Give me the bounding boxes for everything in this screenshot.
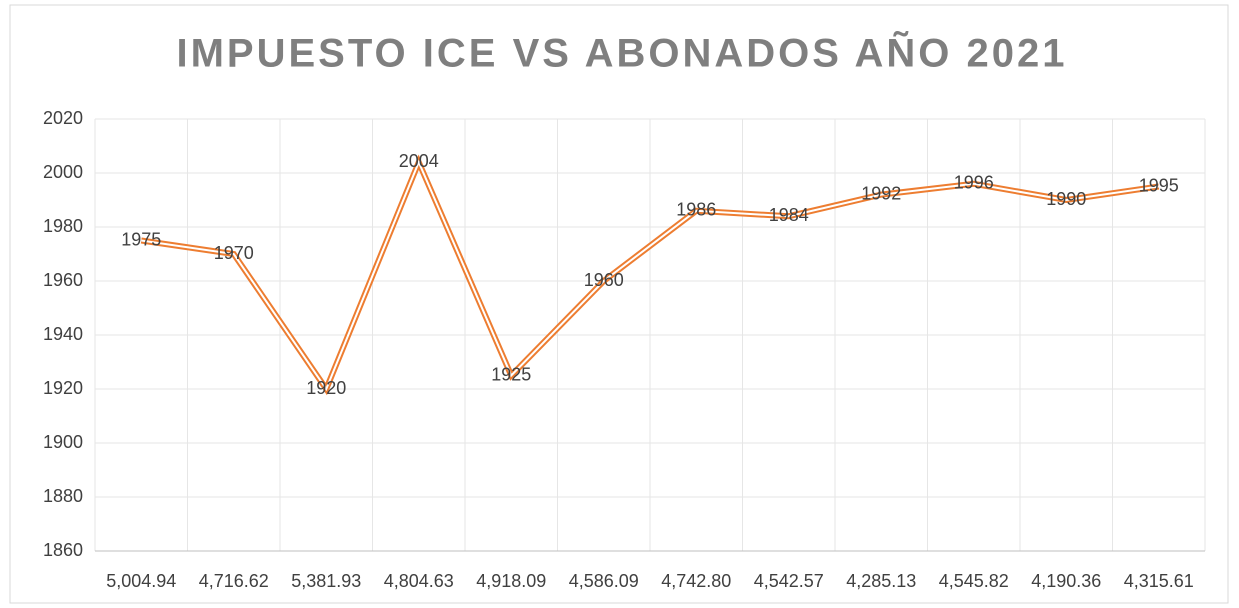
data-label: 1996	[954, 173, 994, 193]
data-label: 1992	[861, 183, 901, 203]
y-tick-label: 1940	[43, 324, 83, 344]
y-tick-label: 1980	[43, 216, 83, 236]
data-label: 1986	[676, 200, 716, 220]
chart-border	[9, 4, 1229, 604]
x-tick-label: 4,586.09	[569, 571, 639, 591]
line-inner	[141, 159, 1159, 392]
data-label: 1995	[1139, 175, 1179, 195]
data-label: 1925	[491, 364, 531, 384]
data-label: 1990	[1046, 189, 1086, 209]
y-tick-label: 1960	[43, 270, 83, 290]
data-label: 1970	[214, 243, 254, 263]
x-tick-label: 4,190.36	[1031, 571, 1101, 591]
data-label: 1984	[769, 205, 809, 225]
y-tick-label: 2020	[43, 108, 83, 128]
data-label: 1960	[584, 270, 624, 290]
x-tick-label: 4,804.63	[384, 571, 454, 591]
x-tick-label: 4,315.61	[1124, 571, 1194, 591]
y-tick-label: 1880	[43, 486, 83, 506]
y-tick-label: 1920	[43, 378, 83, 398]
x-tick-label: 5,381.93	[291, 571, 361, 591]
x-tick-label: 4,545.82	[939, 571, 1009, 591]
chart-title: IMPUESTO ICE VS ABONADOS AÑO 2021	[176, 30, 1067, 76]
data-label: 1975	[121, 229, 161, 249]
x-tick-label: 4,742.80	[661, 571, 731, 591]
y-tick-label: 1900	[43, 432, 83, 452]
data-label: 1920	[306, 378, 346, 398]
x-tick-label: 4,918.09	[476, 571, 546, 591]
x-tick-label: 4,285.13	[846, 571, 916, 591]
x-tick-label: 4,716.62	[199, 571, 269, 591]
data-label: 2004	[399, 151, 439, 171]
x-tick-label: 4,542.57	[754, 571, 824, 591]
y-tick-label: 2000	[43, 162, 83, 182]
y-tick-label: 1860	[43, 540, 83, 560]
x-tick-label: 5,004.94	[106, 571, 176, 591]
